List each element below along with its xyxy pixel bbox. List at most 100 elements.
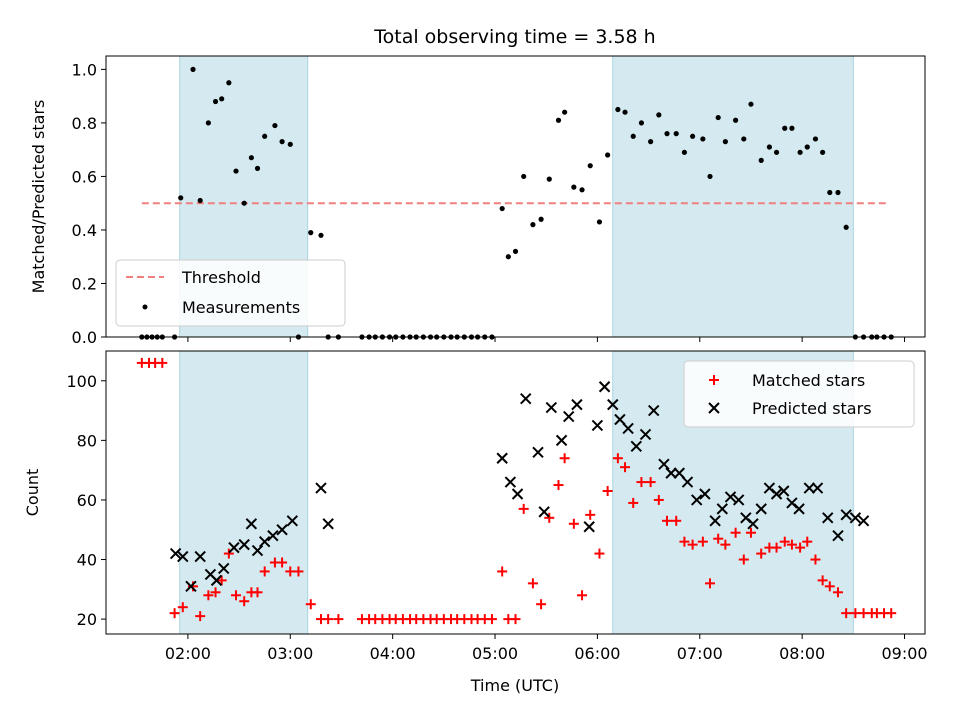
bottom-legend-box <box>683 360 915 428</box>
measurement-point <box>499 205 505 212</box>
predicted-star-point <box>699 488 711 500</box>
predicted-star-point <box>504 476 517 488</box>
measurement-point <box>715 114 721 121</box>
predicted-star-point <box>857 515 870 527</box>
x-tick-label: 02:00 <box>165 644 211 663</box>
predicted-star-point <box>690 494 703 506</box>
measurement-point <box>722 139 728 145</box>
measurement-point <box>248 155 254 161</box>
matched-star-point <box>738 554 749 565</box>
measurement-point <box>596 219 603 225</box>
matched-star-point <box>293 566 304 577</box>
measurement-point <box>226 80 232 86</box>
predicted-star-point <box>747 518 759 530</box>
predicted-star-point <box>496 452 508 464</box>
predicted-star-point <box>665 467 677 479</box>
predicted-star-point <box>538 506 550 518</box>
predicted-star-point <box>607 398 619 411</box>
matched-star-point <box>786 539 797 550</box>
predicted-star-point <box>732 494 745 506</box>
measurement-point <box>272 122 278 129</box>
legend-threshold-label: Threshold <box>181 268 261 287</box>
predicted-star-point <box>658 458 670 470</box>
measurement-point <box>587 163 593 169</box>
top-panel-legend: Threshold Measurements <box>115 259 346 327</box>
matched-star-point <box>602 486 613 497</box>
y-tick-label: 20 <box>77 610 97 629</box>
measurement-point <box>546 176 552 182</box>
predicted-star-point <box>185 580 197 593</box>
legend-measurements-label: Measurements <box>182 298 300 317</box>
matched-star-point <box>802 536 813 547</box>
matched-star-point <box>559 453 570 464</box>
x-tick-label: 07:00 <box>677 644 723 663</box>
measurement-point <box>555 117 562 123</box>
matched-star-point <box>305 599 316 610</box>
predicted-star-point <box>228 541 240 554</box>
measurement-point <box>505 254 511 260</box>
matched-star-point <box>671 515 682 526</box>
predicted-star-point <box>583 521 595 533</box>
predicted-star-point <box>194 550 206 563</box>
x-tick-label: 04:00 <box>370 644 416 663</box>
predicted-star-point <box>673 467 686 479</box>
matched-star-point <box>210 587 221 598</box>
measurement-point <box>538 216 544 222</box>
predicted-star-point <box>210 574 223 587</box>
legend-predicted-label: Predicted stars <box>752 399 872 418</box>
predicted-star-point <box>709 515 721 527</box>
predicted-star-point <box>778 485 790 497</box>
matched-star-point <box>705 578 716 589</box>
measurement-point <box>748 101 754 107</box>
matched-star-point <box>169 608 180 619</box>
matched-star-point <box>497 566 508 577</box>
measurement-point <box>664 131 670 137</box>
x-tick-label: 05:00 <box>472 644 518 663</box>
x-axis-label: Time (UTC) <box>470 676 559 695</box>
predicted-star-point <box>177 550 189 563</box>
matched-star-point <box>824 581 835 592</box>
measurement-point <box>656 112 662 118</box>
measurement-point <box>212 98 219 105</box>
predicted-star-point <box>563 410 575 423</box>
matched-star-point <box>486 614 497 625</box>
matched-star-point <box>203 590 214 601</box>
predicted-star-point <box>716 503 729 515</box>
measurement-point <box>605 152 611 158</box>
predicted-star-point <box>811 482 824 494</box>
matched-star-point <box>779 536 790 547</box>
measurement-point <box>700 136 706 142</box>
measurement-point <box>812 136 819 142</box>
y-tick-label: 0.4 <box>72 221 97 240</box>
measurement-point <box>254 165 261 171</box>
predicted-star-point <box>511 488 524 500</box>
matched-star-point <box>620 462 631 473</box>
matched-star-point <box>177 602 188 613</box>
measurement-point <box>804 144 810 150</box>
predicted-star-point <box>803 482 816 494</box>
y-tick-label: 0.2 <box>72 274 97 293</box>
y-tick-label: 60 <box>77 491 97 510</box>
predicted-star-point <box>315 482 327 494</box>
matched-star-point <box>679 536 690 547</box>
measurement-point <box>219 96 225 102</box>
predicted-star-point <box>840 509 852 521</box>
predicted-star-point <box>286 515 299 527</box>
measurement-point <box>835 189 841 196</box>
measurement-point <box>690 133 696 139</box>
matched-star-point <box>239 596 250 607</box>
matched-star-point <box>594 548 605 559</box>
measurement-point <box>622 109 628 115</box>
matched-star-point <box>612 453 623 464</box>
x-tick-label: 08:00 <box>779 644 825 663</box>
legend-measurements-swatch <box>142 304 148 310</box>
x-tick-label: 06:00 <box>574 644 620 663</box>
predicted-star-point <box>724 491 737 503</box>
measurement-point <box>233 168 239 174</box>
top-panel: 0.0 0.2 0.4 0.6 0.8 1.0 Matched/Predicted sta… <box>29 55 926 347</box>
measurement-point <box>530 222 536 228</box>
measurement-point <box>308 230 314 236</box>
predicted-star-point <box>755 503 767 515</box>
predicted-star-point <box>822 512 834 524</box>
